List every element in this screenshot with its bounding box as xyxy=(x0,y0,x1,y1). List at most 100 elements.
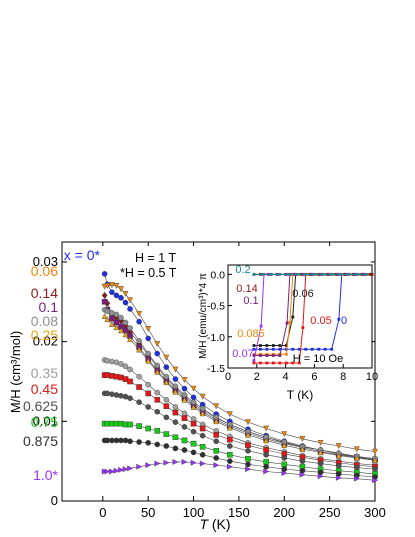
series-label: 0.75 xyxy=(31,414,58,430)
data-point xyxy=(118,294,124,301)
inset-data-point xyxy=(370,272,374,276)
series-0-625 xyxy=(101,390,378,472)
data-point xyxy=(227,463,233,470)
data-point xyxy=(354,475,360,482)
data-point xyxy=(190,459,197,466)
data-point xyxy=(154,396,161,403)
data-point xyxy=(145,381,151,388)
data-point xyxy=(199,460,206,467)
data-point xyxy=(118,393,124,399)
inset-data-point xyxy=(252,272,256,276)
inset-data-point xyxy=(347,272,351,276)
inset-data-point xyxy=(338,272,342,276)
series-label: 0.25 xyxy=(31,327,58,343)
series-0-06 xyxy=(101,282,378,455)
inset-data-point xyxy=(261,272,264,276)
data-point xyxy=(118,314,124,321)
inset-x-tick-label: 6 xyxy=(311,371,317,383)
inset-data-point xyxy=(317,347,321,351)
data-point xyxy=(127,325,133,331)
data-point xyxy=(136,439,142,445)
data-point xyxy=(101,271,108,277)
data-point xyxy=(335,463,342,469)
data-point xyxy=(163,396,170,403)
data-point xyxy=(181,437,188,444)
data-point xyxy=(154,428,161,434)
inset-data-point xyxy=(295,272,299,276)
data-point xyxy=(145,462,152,469)
data-point xyxy=(227,436,233,443)
inset-series-label: 0.085 xyxy=(237,328,265,340)
inset-y-tick-label: -0.5 xyxy=(207,301,225,313)
data-point xyxy=(190,394,197,401)
data-point xyxy=(118,361,124,367)
data-point xyxy=(281,461,288,468)
data-point xyxy=(101,298,108,305)
data-point xyxy=(181,396,188,403)
data-point xyxy=(213,432,220,438)
series-label: 0.35 xyxy=(31,365,58,381)
data-point xyxy=(181,415,188,421)
inset-x-tick-label: 2 xyxy=(254,371,260,383)
main-series-layer xyxy=(101,271,379,484)
data-point xyxy=(199,432,206,439)
inset-y-axis-label: M/H (emu/cm³)*4 π xyxy=(198,273,209,359)
data-point xyxy=(335,443,342,450)
data-point xyxy=(190,440,197,447)
inset-series-layer xyxy=(252,272,374,365)
inset-data-point xyxy=(284,347,288,351)
data-point xyxy=(190,420,197,427)
data-point xyxy=(199,444,206,450)
data-point xyxy=(136,310,143,317)
data-point xyxy=(213,447,220,454)
data-point xyxy=(127,366,133,373)
inset-data-point xyxy=(252,347,256,351)
data-point xyxy=(145,440,151,446)
inset-data-point xyxy=(278,361,282,365)
series-label: 0.625 xyxy=(23,398,58,414)
data-point xyxy=(317,460,324,467)
data-point xyxy=(127,421,133,428)
data-point xyxy=(118,466,125,473)
data-point xyxy=(226,424,233,431)
data-point xyxy=(109,391,115,398)
data-point xyxy=(263,425,270,432)
data-point xyxy=(190,416,197,422)
inset-data-point xyxy=(356,272,359,276)
data-point xyxy=(172,404,179,410)
data-point xyxy=(245,466,252,473)
data-point xyxy=(263,437,270,444)
inset-data-point xyxy=(265,347,269,351)
data-point xyxy=(127,438,133,445)
inset-data-point xyxy=(291,347,295,351)
series-label: 0.875 xyxy=(23,433,58,449)
data-point xyxy=(263,447,269,453)
inset-series-label: 0.2 xyxy=(235,264,250,276)
data-point xyxy=(281,455,288,461)
data-point xyxy=(136,346,143,353)
data-point xyxy=(163,443,170,449)
data-point xyxy=(199,410,206,417)
inset-x-tick-label: 10 xyxy=(366,371,378,383)
data-point xyxy=(172,409,179,416)
data-point xyxy=(172,376,179,382)
data-point xyxy=(181,385,188,392)
data-point xyxy=(154,368,161,375)
data-point xyxy=(227,443,233,449)
inset-x-tick-label: 0 xyxy=(225,371,231,383)
inset-data-point xyxy=(259,354,262,357)
data-point xyxy=(199,451,206,458)
data-point xyxy=(163,431,170,437)
data-point xyxy=(263,459,269,465)
series-label: 0.08 xyxy=(31,313,58,329)
inset-data-point xyxy=(297,347,301,351)
main-plot-frame xyxy=(61,241,376,502)
data-point xyxy=(101,291,108,299)
data-point xyxy=(190,403,197,410)
data-point xyxy=(199,425,206,432)
inset-y-tick-label: -1.0 xyxy=(207,332,225,344)
data-point xyxy=(145,357,152,364)
data-point xyxy=(190,385,197,392)
inset-data-point xyxy=(252,344,256,347)
series-0-35 xyxy=(101,357,378,468)
